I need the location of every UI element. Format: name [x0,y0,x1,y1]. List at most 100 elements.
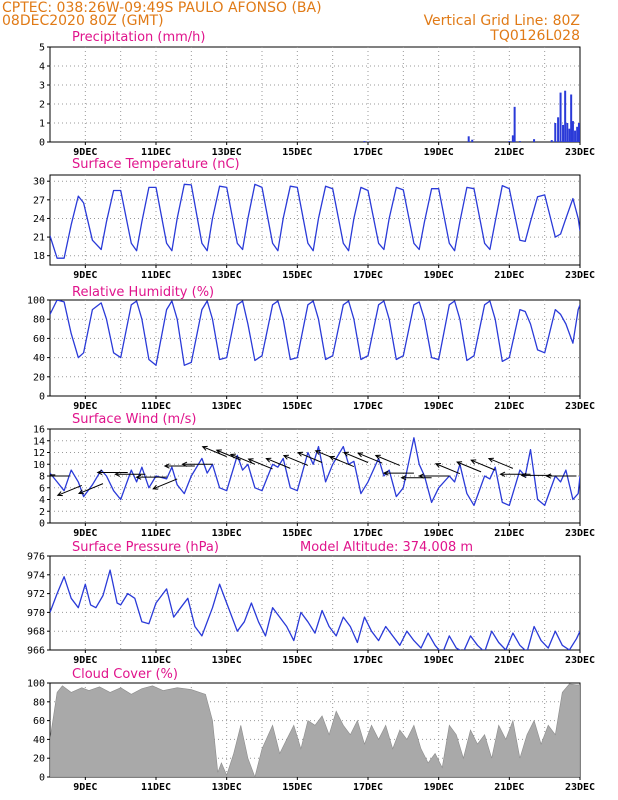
x-tick-label: 13DEC [212,270,242,281]
x-tick-label: 13DEC [212,401,242,412]
y-tick-label: 974 [27,570,45,581]
series-line [50,300,580,366]
data-layer [50,683,580,777]
model-code: TQ0126L028 [489,28,580,44]
wind-arrow-head [470,459,477,465]
y-tick-label: 2 [39,507,45,518]
x-tick-label: 13DEC [212,147,242,158]
precip-bar [508,141,511,142]
x-tick-label: 15DEC [282,782,312,793]
wind-arrow [216,449,241,461]
series-line [50,569,580,650]
precip-bar [570,94,573,142]
x-tick-label: 21DEC [494,270,524,281]
wind-arrow-head [247,458,254,464]
wind-arrow-head [25,473,30,477]
wind-arrow [343,452,369,463]
y-tick-label: 20 [33,372,45,383]
y-tick-label: 80 [33,315,45,326]
x-tick-label: 11DEC [141,528,171,539]
y-tick-label: 0 [39,773,45,784]
x-tick-label: 11DEC [141,401,171,412]
y-tick-label: 27 [33,195,45,206]
x-tick-label: 15DEC [282,147,312,158]
x-tick-label: 21DEC [494,655,524,666]
wind-arrow-head [328,455,335,461]
y-tick-label: 4 [39,495,45,506]
x-tick-label: 13DEC [212,528,242,539]
y-tick-label: 970 [27,608,45,619]
series-line [50,437,580,507]
precip-bar [363,141,366,142]
wind-arrow-head [96,469,103,476]
x-tick-label: 17DEC [353,782,383,793]
precip-bar [550,140,553,142]
x-tick-label: 19DEC [424,401,454,412]
y-tick-label: 21 [33,233,45,244]
cloud-panel: 0 20 40 60 80 100 9DEC 11DEC 13DEC 15DEC 17DEC 19DE… [27,667,595,793]
precip-bar [533,139,536,142]
y-tick-label: 18 [33,251,45,262]
wind-arrow [57,484,82,496]
x-tick-label: 11DEC [141,655,171,666]
precip-bar [511,135,514,142]
y-tick-label: 100 [27,296,45,307]
data-layer [50,300,580,366]
station-line: CPTEC: 038:26W-09:49S PAULO AFONSO (BA) [2,0,322,16]
wind-arrow-head [114,471,121,477]
x-tick-label: 11DEC [141,147,171,158]
x-tick-label: 23DEC [565,147,595,158]
wind-arrow-head [545,473,552,479]
y-tick-label: 0 [39,138,45,149]
y-tick-label: 30 [33,177,45,188]
x-tick-label: 17DEC [353,147,383,158]
wind-arrow-head [163,463,170,469]
precip-bar [562,124,565,142]
wind-arrow-head [499,471,506,477]
wind-arrow [435,463,461,475]
precip-bar [574,130,577,142]
wind-arrow-head [265,457,272,463]
precip-bar [577,123,580,142]
x-tick-label: 21DEC [494,782,524,793]
x-tick-label: 19DEC [424,782,454,793]
x-tick-label: 21DEC [494,147,524,158]
x-tick-label: 23DEC [565,528,595,539]
wind-arrow-head [382,470,389,476]
x-tick-label: 11DEC [141,782,171,793]
y-tick-label: 0 [39,519,45,530]
x-tick-label: 9DEC [73,655,97,666]
x-tick-label: 19DEC [424,528,454,539]
panel-title: Surface Temperature (nC) [72,157,240,172]
wind-arrow [248,458,273,470]
panel-title: Precipitation (mm/h) [72,30,205,45]
y-tick-label: 40 [33,353,45,364]
precip-bar [557,117,560,142]
y-tick-label: 16 [33,425,45,436]
data-layer [50,569,580,650]
wind-arrow [375,455,400,466]
precip-bar [564,90,567,142]
x-tick-label: 19DEC [424,655,454,666]
cloud-area [50,683,580,777]
plot-frame [49,555,581,651]
wind-arrow [266,458,291,469]
y-tick-label: 12 [33,448,45,459]
panel-title: Relative Humidity (%) [72,285,214,300]
humidity-panel: 0 20 40 60 80 100 9DEC 11DEC 13DEC 15DEC 17DEC 19DE… [27,285,595,412]
precip-bar [467,136,470,142]
y-tick-label: 100 [27,679,45,690]
x-tick-label: 15DEC [282,655,312,666]
precip-bar [571,121,574,142]
wind-arrow-head [357,452,364,458]
wind-arrow-head [400,475,407,481]
wind-arrow-head [152,484,159,490]
y-tick-label: 2 [39,100,45,111]
x-tick-label: 17DEC [353,270,383,281]
x-tick-label: 23DEC [565,401,595,412]
plot-frame [49,174,581,266]
y-tick-label: 3 [39,81,45,92]
wind-arrow-head [282,454,289,460]
precip-bar [568,128,571,142]
wind-arrow-head [297,451,304,457]
